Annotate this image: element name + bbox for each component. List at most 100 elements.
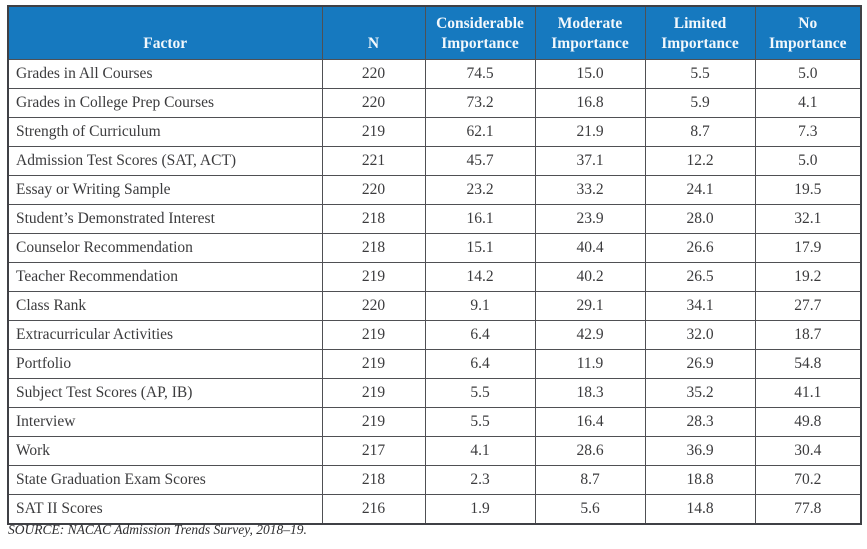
n-cell: 218 bbox=[321, 233, 426, 263]
n-cell: 218 bbox=[321, 204, 426, 234]
col-header-moderate-importance: Moderate Importance bbox=[534, 5, 646, 60]
percentage-cell: 30.4 bbox=[754, 436, 862, 466]
percentage-cell: 23.9 bbox=[534, 204, 646, 234]
n-cell: 216 bbox=[321, 494, 426, 525]
percentage-cell: 18.8 bbox=[644, 465, 756, 495]
table-row: Subject Test Scores (AP, IB) 219 5.5 18.3 35… bbox=[7, 378, 862, 408]
n-cell: 220 bbox=[321, 88, 426, 118]
table-row: State Graduation Exam Scores 218 2.3 8.7 18.… bbox=[7, 465, 862, 495]
percentage-cell: 36.9 bbox=[644, 436, 756, 466]
percentage-cell: 35.2 bbox=[644, 378, 756, 408]
col-header-limited-importance: Limited Importance bbox=[644, 5, 756, 60]
n-cell: 218 bbox=[321, 465, 426, 495]
percentage-cell: 16.8 bbox=[534, 88, 646, 118]
percentage-cell: 32.1 bbox=[754, 204, 862, 234]
percentage-cell: 70.2 bbox=[754, 465, 862, 495]
table-row: Teacher Recommendation 219 14.2 40.2 26.5 19.… bbox=[7, 262, 862, 292]
percentage-cell: 49.8 bbox=[754, 407, 862, 437]
percentage-cell: 17.9 bbox=[754, 233, 862, 263]
percentage-cell: 18.7 bbox=[754, 320, 862, 350]
percentage-cell: 29.1 bbox=[534, 291, 646, 321]
factor-cell: Subject Test Scores (AP, IB) bbox=[7, 378, 323, 408]
col-header-no-importance: No Importance bbox=[754, 5, 862, 60]
percentage-cell: 5.9 bbox=[644, 88, 756, 118]
percentage-cell: 16.4 bbox=[534, 407, 646, 437]
table-row: Essay or Writing Sample 220 23.2 33.2 24.1 19… bbox=[7, 175, 862, 205]
percentage-cell: 28.0 bbox=[644, 204, 756, 234]
percentage-cell: 40.2 bbox=[534, 262, 646, 292]
percentage-cell: 34.1 bbox=[644, 291, 756, 321]
percentage-cell: 37.1 bbox=[534, 146, 646, 176]
n-cell: 219 bbox=[321, 407, 426, 437]
percentage-cell: 33.2 bbox=[534, 175, 646, 205]
factor-cell: Counselor Recommendation bbox=[7, 233, 323, 263]
col-header-considerable-importance: Considerable Importance bbox=[424, 5, 536, 60]
table-row: Interview 219 5.5 16.4 28.3 49.8 bbox=[7, 407, 862, 437]
factor-cell: SAT II Scores bbox=[7, 494, 323, 525]
percentage-cell: 6.4 bbox=[424, 349, 536, 379]
percentage-cell: 54.8 bbox=[754, 349, 862, 379]
table-row: Admission Test Scores (SAT, ACT) 221 45.7 3… bbox=[7, 146, 862, 176]
percentage-cell: 2.3 bbox=[424, 465, 536, 495]
n-cell: 220 bbox=[321, 291, 426, 321]
table-row: Class Rank 220 9.1 29.1 34.1 27.7 bbox=[7, 291, 862, 321]
header-row: Factor N Considerable Importance Moderat… bbox=[7, 5, 862, 60]
n-cell: 219 bbox=[321, 117, 426, 147]
n-cell: 220 bbox=[321, 59, 426, 89]
percentage-cell: 26.9 bbox=[644, 349, 756, 379]
percentage-cell: 11.9 bbox=[534, 349, 646, 379]
percentage-cell: 18.3 bbox=[534, 378, 646, 408]
percentage-cell: 23.2 bbox=[424, 175, 536, 205]
percentage-cell: 15.1 bbox=[424, 233, 536, 263]
col-header-n: N bbox=[321, 5, 426, 60]
factor-cell: Student’s Demonstrated Interest bbox=[7, 204, 323, 234]
factor-cell: Class Rank bbox=[7, 291, 323, 321]
n-cell: 219 bbox=[321, 320, 426, 350]
percentage-cell: 62.1 bbox=[424, 117, 536, 147]
table-row: Student’s Demonstrated Interest 218 16.1 23… bbox=[7, 204, 862, 234]
percentage-cell: 45.7 bbox=[424, 146, 536, 176]
factor-cell: Portfolio bbox=[7, 349, 323, 379]
percentage-cell: 24.1 bbox=[644, 175, 756, 205]
percentage-cell: 28.6 bbox=[534, 436, 646, 466]
table-row: Grades in College Prep Courses 220 73.2 16.… bbox=[7, 88, 862, 118]
percentage-cell: 5.5 bbox=[424, 378, 536, 408]
admission-factors-table: Factor N Considerable Importance Moderat… bbox=[7, 5, 862, 525]
percentage-cell: 19.2 bbox=[754, 262, 862, 292]
percentage-cell: 6.4 bbox=[424, 320, 536, 350]
n-cell: 219 bbox=[321, 349, 426, 379]
percentage-cell: 5.5 bbox=[644, 59, 756, 89]
percentage-cell: 9.1 bbox=[424, 291, 536, 321]
percentage-cell: 77.8 bbox=[754, 494, 862, 525]
percentage-cell: 5.0 bbox=[754, 59, 862, 89]
percentage-cell: 16.1 bbox=[424, 204, 536, 234]
factor-cell: Strength of Curriculum bbox=[7, 117, 323, 147]
table-row: Extracurricular Activities 219 6.4 42.9 32.0… bbox=[7, 320, 862, 350]
factor-cell: Grades in College Prep Courses bbox=[7, 88, 323, 118]
n-cell: 219 bbox=[321, 378, 426, 408]
percentage-cell: 74.5 bbox=[424, 59, 536, 89]
percentage-cell: 28.3 bbox=[644, 407, 756, 437]
factor-cell: Work bbox=[7, 436, 323, 466]
n-cell: 217 bbox=[321, 436, 426, 466]
percentage-cell: 8.7 bbox=[644, 117, 756, 147]
factor-cell: State Graduation Exam Scores bbox=[7, 465, 323, 495]
table-row: Strength of Curriculum 219 62.1 21.9 8.7 7.3 bbox=[7, 117, 862, 147]
table-row: SAT II Scores 216 1.9 5.6 14.8 77.8 bbox=[7, 494, 862, 525]
percentage-cell: 1.9 bbox=[424, 494, 536, 525]
n-cell: 221 bbox=[321, 146, 426, 176]
source-note: SOURCE: NACAC Admission Trends Survey, 2… bbox=[8, 522, 307, 537]
table-row: Grades in All Courses 220 74.5 15.0 5.5 5.0 bbox=[7, 59, 862, 89]
factor-cell: Extracurricular Activities bbox=[7, 320, 323, 350]
percentage-cell: 14.2 bbox=[424, 262, 536, 292]
percentage-cell: 32.0 bbox=[644, 320, 756, 350]
percentage-cell: 5.5 bbox=[424, 407, 536, 437]
factor-cell: Admission Test Scores (SAT, ACT) bbox=[7, 146, 323, 176]
n-cell: 219 bbox=[321, 262, 426, 292]
percentage-cell: 5.6 bbox=[534, 494, 646, 525]
percentage-cell: 21.9 bbox=[534, 117, 646, 147]
table-row: Work 217 4.1 28.6 36.9 30.4 bbox=[7, 436, 862, 466]
percentage-cell: 73.2 bbox=[424, 88, 536, 118]
percentage-cell: 19.5 bbox=[754, 175, 862, 205]
